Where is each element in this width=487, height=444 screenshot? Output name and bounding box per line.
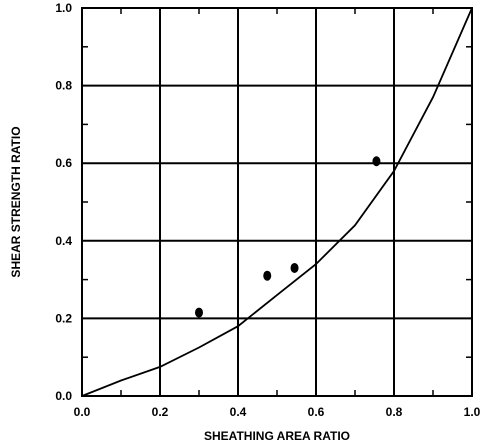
trend-curve (81, 7, 473, 397)
y-tick-labels: 0.0 0.2 0.4 0.6 0.8 1.0 (55, 1, 72, 403)
x-tick-labels: 0.0 0.2 0.4 0.6 0.8 1.0 (74, 405, 481, 419)
x-tick-label: 0.0 (74, 405, 91, 419)
x-axis-label: SHEATHING AREA RATIO (204, 429, 350, 443)
y-tick-label: 0.6 (55, 156, 72, 170)
x-tick-label: 0.6 (308, 405, 325, 419)
data-point (263, 270, 272, 281)
data-point (290, 262, 299, 273)
y-tick-label: 0.4 (55, 234, 72, 248)
y-tick-label: 1.0 (55, 1, 72, 15)
data-point (372, 156, 381, 167)
grid-lines (82, 8, 472, 396)
data-point (195, 307, 203, 318)
x-tick-label: 0.2 (152, 405, 169, 419)
y-tick-label: 0.0 (55, 389, 72, 403)
plot-frame (81, 7, 473, 397)
minor-ticks (82, 8, 472, 396)
x-tick-label: 1.0 (464, 405, 481, 419)
x-tick-label: 0.4 (230, 405, 247, 419)
y-axis-label: SHEAR STRENGTH RATIO (9, 126, 23, 277)
y-tick-label: 0.2 (55, 311, 72, 325)
points-layer (195, 156, 381, 318)
y-tick-label: 0.8 (55, 79, 72, 93)
curve-layer (81, 7, 473, 397)
x-tick-label: 0.8 (386, 405, 403, 419)
